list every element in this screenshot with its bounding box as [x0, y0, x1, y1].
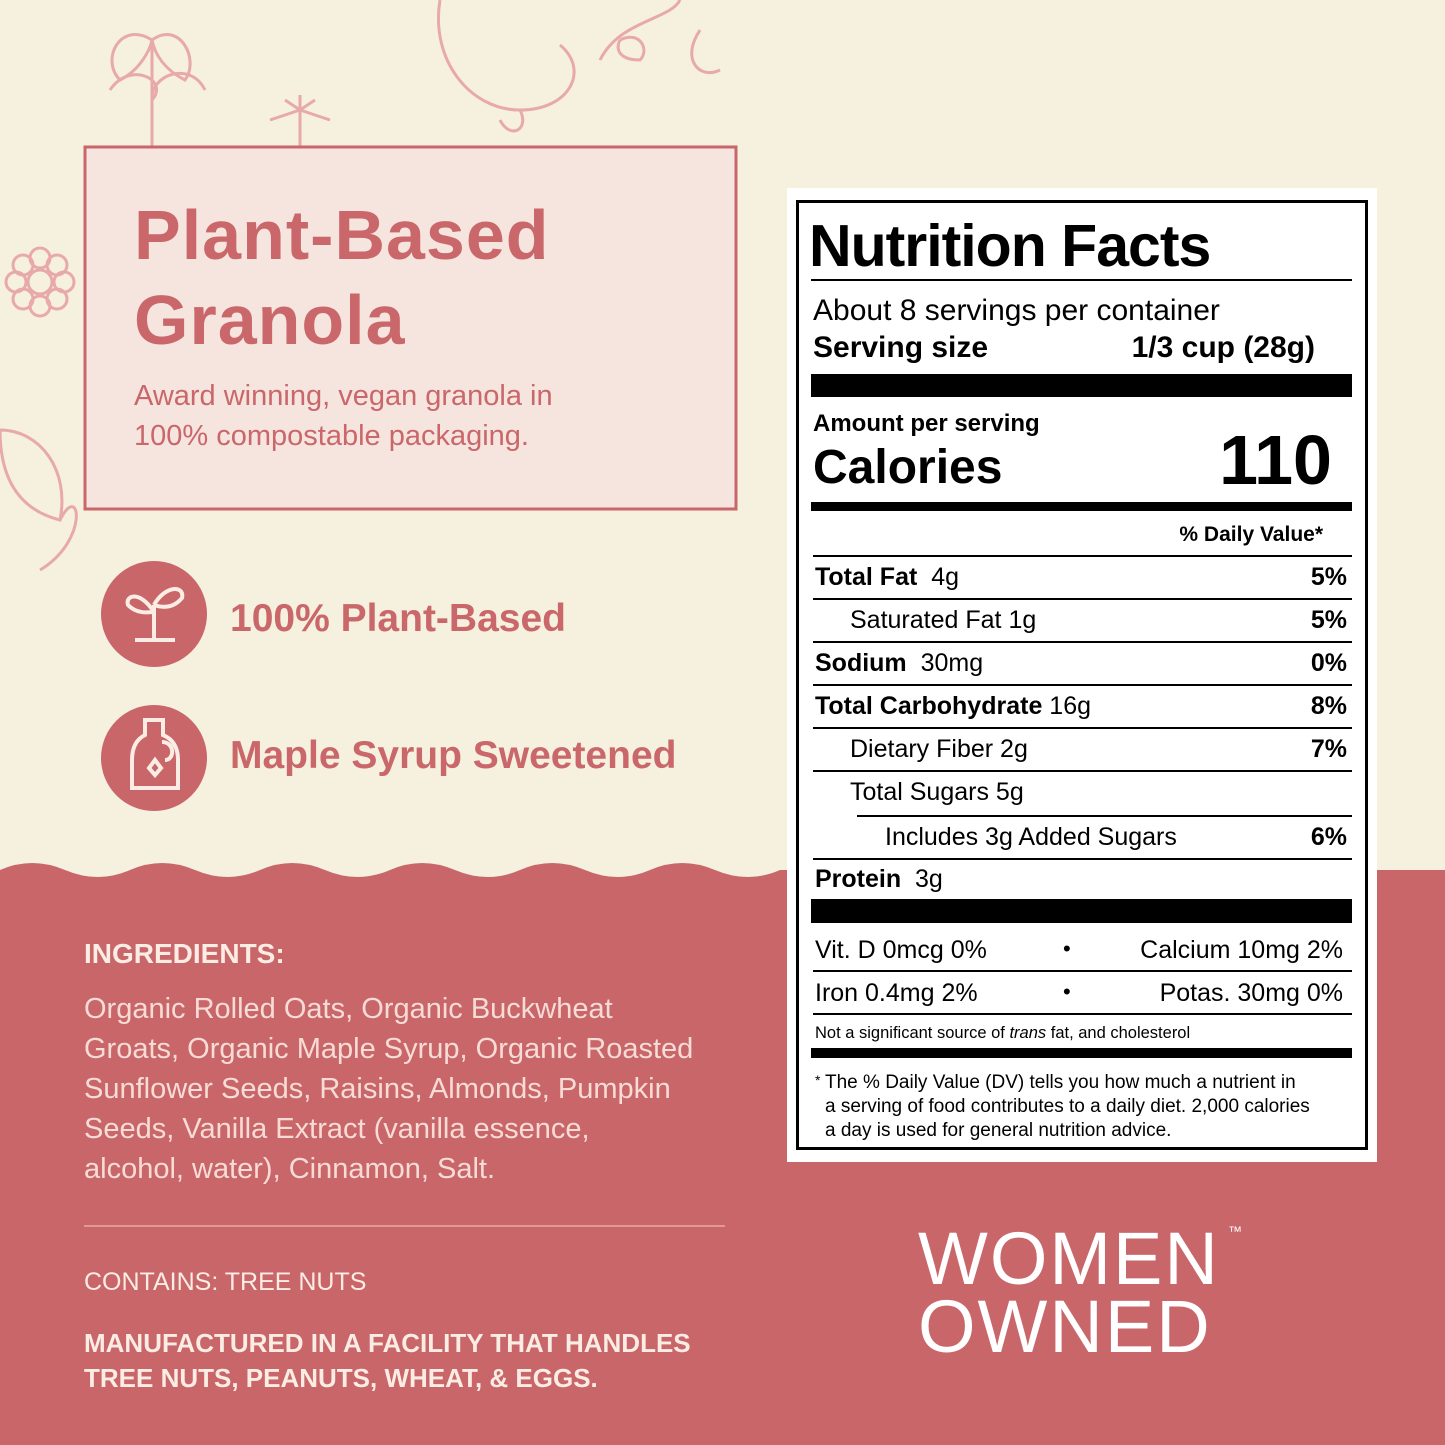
footnote-line: The % Daily Value (DV) tells you how muc… — [825, 1072, 1296, 1093]
serving-size-label: Serving size — [813, 331, 989, 364]
nutrient-row: Saturated Fat 1g 5% — [815, 608, 1347, 636]
contains-text: CONTAINS: TREE NUTS — [84, 1268, 367, 1296]
rule — [857, 815, 1352, 817]
nutrient-name: Protein — [815, 865, 902, 893]
ingredients-line: Organic Rolled Oats, Organic Buckwheat — [84, 993, 613, 1025]
subtitle-line: Award winning, vegan granola in — [134, 380, 553, 412]
rule — [813, 970, 1352, 972]
nutrient-dv: 0% — [1310, 649, 1347, 677]
nutrient-amount: 3g — [915, 865, 943, 893]
note: Not a significant source of trans fat, a… — [815, 1025, 1190, 1042]
nutrient-amount: 30mg — [920, 649, 984, 677]
feature-label: 100% Plant-Based — [230, 597, 566, 640]
rule — [813, 727, 1352, 729]
thick-bar — [811, 502, 1352, 511]
title-line: Plant-Based — [134, 196, 550, 274]
rule — [813, 598, 1352, 600]
vitamin: Potas. 30mg 0% — [1159, 979, 1343, 1007]
nutrition-border: Nutrition Facts About 8 servings per con… — [796, 200, 1368, 1150]
facility-line: MANUFACTURED IN A FACILITY THAT HANDLES — [84, 1328, 691, 1358]
dv-header: % Daily Value* — [1179, 523, 1323, 546]
feature-label: Maple Syrup Sweetened — [230, 734, 677, 777]
footnote-mark: * — [815, 1072, 821, 1088]
vitamin: Vit. D 0mcg 0% — [815, 936, 987, 964]
note-italic: trans — [1009, 1024, 1047, 1042]
separator: • — [1063, 979, 1071, 1004]
syrup-jug-icon — [130, 718, 180, 790]
amount-label: Amount per serving — [813, 410, 1040, 437]
rule — [813, 858, 1352, 860]
nutrient-name: Sodium — [815, 649, 907, 677]
nutrition-title: Nutrition Facts — [809, 213, 1211, 279]
nutrient-dv: 5% — [1310, 606, 1347, 634]
serving-size: 1/3 cup (28g) — [1131, 331, 1315, 364]
nutrient-amount: 5g — [995, 778, 1024, 806]
ingredients-heading: INGREDIENTS: — [84, 938, 285, 969]
nutrient-amount: 1g — [1008, 606, 1037, 634]
nutrient-row: Dietary Fiber 2g 7% — [815, 737, 1347, 765]
nutrient-row: Sodium 30mg 0% — [815, 651, 1347, 679]
title-line: Granola — [134, 281, 406, 359]
rule — [811, 279, 1352, 281]
badge-line: WOMEN — [918, 1217, 1220, 1300]
nutrient-row: Includes 3g Added Sugars 6% — [815, 825, 1347, 853]
nutrient-name: Includes 3g Added Sugars — [885, 823, 1177, 851]
nutrient-dv: 5% — [1310, 563, 1347, 591]
nutrient-name: Total Sugars — [850, 778, 989, 806]
note-text: fat, and cholesterol — [1050, 1024, 1191, 1042]
subtitle-line: 100% compostable packaging. — [134, 420, 529, 452]
facility-line: TREE NUTS, PEANUTS, WHEAT, & EGGS. — [84, 1363, 598, 1393]
nutrient-amount: 16g — [1049, 692, 1092, 720]
separator: • — [1063, 936, 1071, 961]
ingredients-line: alcohol, water), Cinnamon, Salt. — [84, 1153, 496, 1185]
badge-line: OWNED — [918, 1285, 1212, 1368]
thick-bar — [811, 1048, 1352, 1058]
ingredients-line: Groats, Organic Maple Syrup, Organic Roa… — [84, 1033, 694, 1065]
nutrient-name: Total Carbohydrate — [815, 692, 1043, 720]
ingredients-line: Seeds, Vanilla Extract (vanilla essence, — [84, 1113, 590, 1145]
thick-bar — [811, 899, 1352, 923]
calories-value: 110 — [1219, 421, 1332, 499]
nutrient-row: Protein 3g — [815, 867, 1347, 895]
nutrient-name: Saturated Fat — [850, 606, 1002, 634]
calories-label: Calories — [813, 441, 1003, 494]
vitamin: Iron 0.4mg 2% — [815, 979, 978, 1007]
nutrient-amount: 2g — [1000, 735, 1028, 763]
nutrient-dv: 6% — [1310, 823, 1347, 851]
nutrient-name: Total Fat — [815, 563, 918, 591]
nutrient-amount: 4g — [931, 563, 960, 591]
servings: About 8 servings per container — [813, 294, 1220, 327]
rule — [813, 555, 1352, 557]
vitamin: Calcium 10mg 2% — [1140, 936, 1343, 964]
rule — [813, 1013, 1352, 1015]
rule — [813, 641, 1352, 643]
footnote-line: a day is used for general nutrition advi… — [825, 1120, 1172, 1141]
note-text: Not a significant source of — [815, 1024, 1005, 1042]
nutrient-row: Total Sugars 5g — [815, 780, 1347, 808]
nutrition-label: Nutrition Facts About 8 servings per con… — [787, 188, 1377, 1162]
ingredients-line: Sunflower Seeds, Raisins, Almonds, Pumpk… — [84, 1073, 671, 1105]
title-box — [83, 145, 738, 511]
footnote-line: a serving of food contributes to a daily… — [825, 1096, 1310, 1117]
nutrient-row: Total Fat 4g 5% — [815, 565, 1347, 593]
thick-bar — [811, 374, 1352, 397]
badge-trademark: ™ — [1228, 1223, 1242, 1239]
nutrient-row: Total Carbohydrate 16g 8% — [815, 694, 1347, 722]
floral-decoration — [0, 0, 721, 572]
rule — [813, 684, 1352, 686]
nutrient-name: Dietary Fiber — [850, 735, 994, 763]
rule — [813, 770, 1352, 772]
sprout-icon — [125, 587, 185, 642]
nutrient-dv: 8% — [1310, 692, 1347, 720]
nutrient-dv: 7% — [1310, 735, 1347, 763]
